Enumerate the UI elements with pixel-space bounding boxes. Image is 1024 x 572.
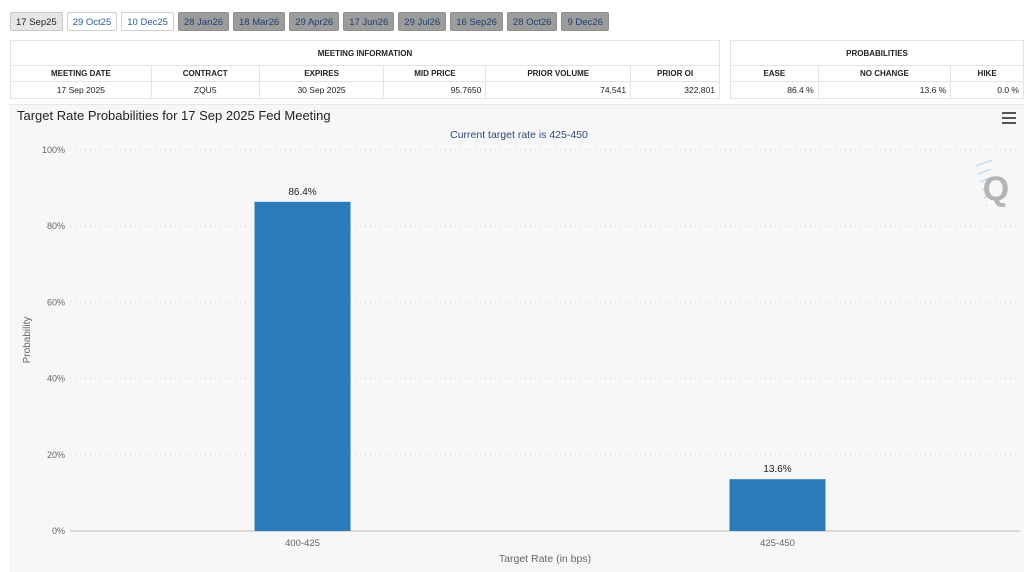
y-tick-label: 0% (52, 526, 65, 536)
tab-28-jan26[interactable]: 28 Jan26 (177, 12, 230, 31)
data-label: 86.4% (288, 187, 316, 198)
tab-17-sep25[interactable]: 17 Sep25 (10, 12, 63, 31)
x-tick-label: 400-425 (285, 538, 320, 549)
y-tick-label: 40% (47, 374, 65, 384)
x-axis-title: Target Rate (in bps) (499, 553, 591, 565)
tab-10-dec25[interactable]: 10 Dec25 (121, 12, 174, 31)
cell-expires: 30 Sep 2025 (258, 81, 385, 99)
tab-29-jul26[interactable]: 29 Jul26 (398, 12, 447, 31)
y-tick-label: 80% (47, 221, 65, 231)
meeting-tabs: 17 Sep25 29 Oct25 10 Dec25 28 Jan26 18 Mar26… (10, 12, 609, 31)
tab-17-jun26[interactable]: 17 Jun26 (343, 12, 395, 31)
cell-no-change: 13.6 % (817, 81, 952, 99)
meeting-information-table: MEETING INFORMATION MEETING DATE CONTRAC… (10, 40, 720, 99)
y-tick-label: 60% (47, 297, 65, 307)
cell-contract: ZQU5 (150, 81, 260, 99)
tab-28-oct26[interactable]: 28 Oct26 (506, 12, 558, 31)
x-tick-label: 425-450 (760, 538, 795, 549)
tab-9-dec26[interactable]: 9 Dec26 (561, 12, 609, 31)
watermark-logo-icon: Q (975, 159, 1009, 208)
tab-29-apr26[interactable]: 29 Apr26 (289, 12, 340, 31)
svg-text:Q: Q (983, 170, 1009, 208)
cell-mid-price: 95.7650 (383, 81, 487, 99)
y-tick-label: 100% (42, 145, 65, 155)
bar-400-425 (254, 201, 351, 532)
tab-29-oct25[interactable]: 29 Oct25 (66, 12, 118, 31)
tab-16-sep26[interactable]: 16 Sep26 (450, 12, 503, 31)
probabilities-table: PROBABILITIES EASE NO CHANGE HIKE 86.4 %… (730, 40, 1024, 99)
cell-hike: 0.0 % (950, 81, 1024, 99)
data-label: 13.6% (763, 464, 791, 475)
hamburger-menu-icon[interactable] (1002, 112, 1016, 124)
tab-18-mar26[interactable]: 18 Mar26 (233, 12, 286, 31)
meeting-information-title: MEETING INFORMATION (10, 40, 720, 66)
bar-425-450 (729, 479, 826, 531)
y-tick-label: 20% (47, 450, 65, 460)
y-axis-title: Probability (22, 317, 33, 364)
chart-container (9, 104, 1024, 572)
cell-prior-oi: 322,801 (630, 81, 720, 99)
chart-subtitle: Current target rate is 425-450 (450, 129, 588, 141)
chart-title: Target Rate Probabilities for 17 Sep 202… (17, 108, 331, 123)
